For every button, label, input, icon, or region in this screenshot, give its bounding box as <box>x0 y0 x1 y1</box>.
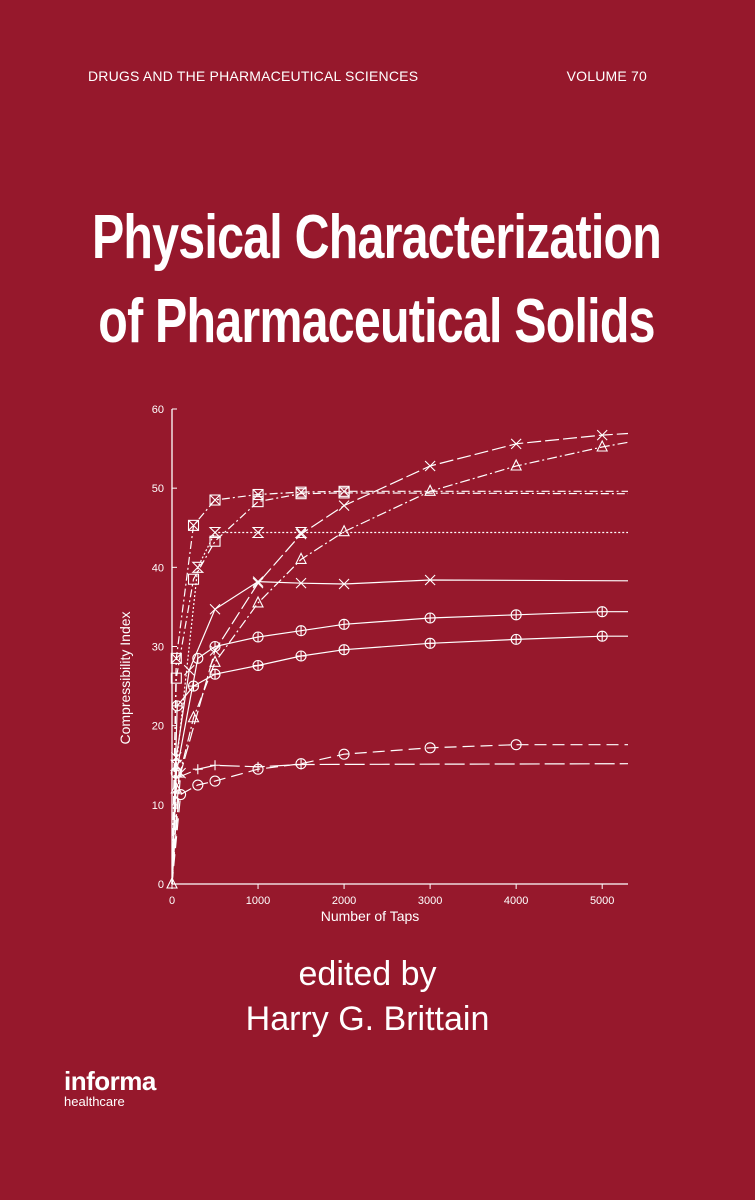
publisher-logo: informa healthcare <box>64 1066 156 1109</box>
series-1 <box>170 487 629 885</box>
series-line <box>171 441 629 885</box>
series-line <box>171 492 629 885</box>
marker-circle <box>209 775 221 787</box>
marker-x <box>338 578 350 590</box>
marker-plus <box>173 772 184 783</box>
marker-boxed-x-cross <box>170 652 182 664</box>
book-title: Physical Characterization of Pharmaceuti… <box>82 196 671 364</box>
marker-circle <box>175 788 187 801</box>
marker-square <box>209 535 221 547</box>
marker-boxed-x <box>252 488 264 501</box>
series-line <box>171 490 628 885</box>
marker-x <box>252 576 264 587</box>
editor-name: Harry G. Brittain <box>245 1000 490 1038</box>
marker-square <box>187 573 200 585</box>
x-tick-label: 2000 <box>332 895 356 907</box>
marker-square <box>252 496 264 508</box>
x-tick-label: 0 <box>169 895 175 907</box>
marker-x <box>295 528 307 540</box>
marker-triangle <box>295 552 307 564</box>
marker-boxed-x-cross <box>252 489 264 500</box>
y-tick-label: 10 <box>152 800 164 812</box>
chart-axes: 0 10 20 30 40 50 60 0 1000 2000 3000 4000 5000 <box>152 404 628 907</box>
series-line <box>171 763 629 885</box>
series-6 <box>170 606 628 885</box>
volume-number: VOLUME 70 <box>566 68 647 84</box>
series-8 <box>171 759 629 885</box>
marker-triangle <box>510 458 523 471</box>
marker-boxed-x <box>170 652 182 664</box>
marker-circle <box>338 748 350 760</box>
marker-circle <box>510 739 522 751</box>
marker-triangle <box>424 484 437 496</box>
marker-x <box>424 460 436 472</box>
marker-boxed-x <box>209 494 221 506</box>
title-line-2: of Pharmaceutical Solids <box>98 287 655 356</box>
marker-triangle <box>166 876 178 889</box>
y-tick-label: 40 <box>152 562 164 574</box>
marker-x <box>596 429 608 441</box>
marker-boxed-x-cross <box>188 519 199 531</box>
y-tick-label: 50 <box>152 483 164 495</box>
publisher-division: healthcare <box>64 1094 125 1109</box>
marker-plus <box>210 760 221 771</box>
series-line <box>171 531 628 885</box>
x-tick-label: 3000 <box>418 895 442 907</box>
y-axis-label: Compressibility Index <box>117 611 133 744</box>
x-tick-label: 4000 <box>504 895 528 907</box>
marker-circle <box>192 779 204 791</box>
marker-square <box>338 487 350 499</box>
marker-x <box>424 574 436 586</box>
marker-plus <box>192 764 203 775</box>
marker-square <box>295 488 307 500</box>
marker-x <box>510 438 522 450</box>
series-0 <box>170 485 628 885</box>
marker-triangle <box>596 439 609 452</box>
y-tick-label: 0 <box>158 879 164 891</box>
marker-x <box>295 577 307 589</box>
marker-circle <box>295 758 307 770</box>
y-tick-label: 20 <box>152 721 164 733</box>
marker-triangle <box>252 595 264 608</box>
series-name: DRUGS AND THE PHARMACEUTICAL SCIENCES <box>88 68 419 84</box>
y-tick-label: 60 <box>152 404 164 416</box>
marker-hourglass <box>294 526 308 539</box>
marker-circle <box>424 742 436 754</box>
marker-x <box>252 577 264 589</box>
marker-triangle <box>338 524 350 537</box>
marker-x <box>209 603 221 615</box>
x-tick-label: 5000 <box>590 895 614 907</box>
chart-series <box>166 429 629 889</box>
marker-boxed-x-cross <box>209 494 221 506</box>
series-4 <box>170 439 629 885</box>
series-2 <box>169 526 628 885</box>
series-7 <box>171 630 628 885</box>
marker-plus <box>253 761 264 772</box>
series-line <box>171 635 628 885</box>
y-tick-label: 30 <box>152 642 164 654</box>
marker-x <box>183 664 195 676</box>
edited-by-label: edited by <box>298 955 437 993</box>
marker-hourglass <box>208 526 222 539</box>
series-line <box>171 744 628 885</box>
marker-x <box>338 500 350 511</box>
marker-square <box>170 672 182 684</box>
marker-plus <box>296 759 307 770</box>
x-axis-label: Number of Taps <box>321 908 420 924</box>
series-3 <box>170 574 629 885</box>
x-tick-label: 1000 <box>246 895 270 907</box>
marker-boxed-x <box>187 519 200 531</box>
publisher-name: informa <box>64 1066 156 1096</box>
series-line <box>171 579 629 885</box>
series-9 <box>171 739 628 885</box>
series-5 <box>171 429 629 885</box>
cover-chart: 0 10 20 30 40 50 60 0 1000 2000 3000 4000 5000 Numbe… <box>117 404 629 924</box>
series-line <box>171 611 628 885</box>
marker-hourglass <box>251 526 265 539</box>
marker-circle <box>252 763 264 775</box>
title-line-1: Physical Characterization <box>91 203 662 272</box>
series-line <box>171 432 629 885</box>
marker-hourglass <box>191 561 205 573</box>
